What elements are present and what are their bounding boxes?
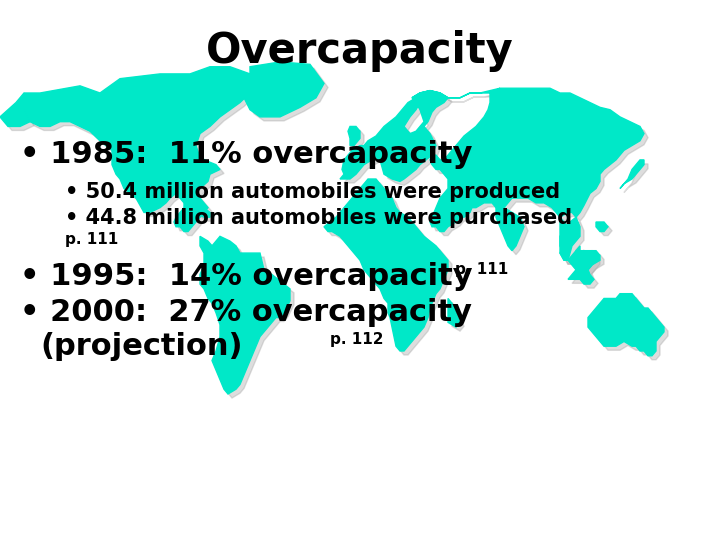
Polygon shape	[190, 208, 210, 217]
Polygon shape	[340, 91, 448, 181]
Text: p. 112: p. 112	[330, 332, 384, 347]
Polygon shape	[4, 97, 34, 131]
Polygon shape	[328, 183, 452, 355]
Polygon shape	[564, 221, 604, 288]
Polygon shape	[500, 212, 528, 255]
Polygon shape	[194, 212, 214, 221]
Polygon shape	[580, 255, 600, 279]
Polygon shape	[24, 67, 260, 212]
Text: • 50.4 million automobiles were produced: • 50.4 million automobiles were produced	[65, 182, 560, 202]
Polygon shape	[624, 164, 648, 193]
Text: • 2000:  27% overcapacity: • 2000: 27% overcapacity	[20, 298, 472, 327]
Polygon shape	[596, 222, 608, 232]
Text: Overcapacity: Overcapacity	[206, 30, 514, 72]
Polygon shape	[600, 226, 612, 235]
Polygon shape	[352, 131, 364, 150]
Polygon shape	[576, 251, 596, 274]
Polygon shape	[620, 160, 644, 188]
Polygon shape	[204, 240, 294, 398]
Polygon shape	[348, 126, 360, 146]
Polygon shape	[588, 294, 664, 356]
Polygon shape	[174, 193, 208, 232]
Polygon shape	[244, 66, 328, 121]
Polygon shape	[452, 302, 464, 331]
Polygon shape	[200, 237, 290, 394]
Polygon shape	[448, 299, 460, 327]
Polygon shape	[344, 94, 452, 185]
Polygon shape	[0, 93, 30, 126]
Polygon shape	[416, 92, 648, 264]
Polygon shape	[28, 71, 264, 217]
Text: • 1995:  14% overcapacity: • 1995: 14% overcapacity	[20, 262, 472, 291]
Polygon shape	[560, 217, 600, 284]
Polygon shape	[178, 197, 212, 235]
Polygon shape	[324, 179, 448, 351]
Polygon shape	[240, 62, 324, 117]
Polygon shape	[592, 298, 668, 360]
Polygon shape	[496, 208, 524, 251]
Text: (projection): (projection)	[40, 332, 243, 361]
Text: • 1985:  11% overcapacity: • 1985: 11% overcapacity	[20, 140, 472, 169]
Polygon shape	[412, 88, 644, 260]
Text: p. 111: p. 111	[455, 262, 508, 277]
Text: • 44.8 million automobiles were purchased: • 44.8 million automobiles were purchase…	[65, 208, 572, 228]
Text: p. 111: p. 111	[65, 232, 118, 247]
